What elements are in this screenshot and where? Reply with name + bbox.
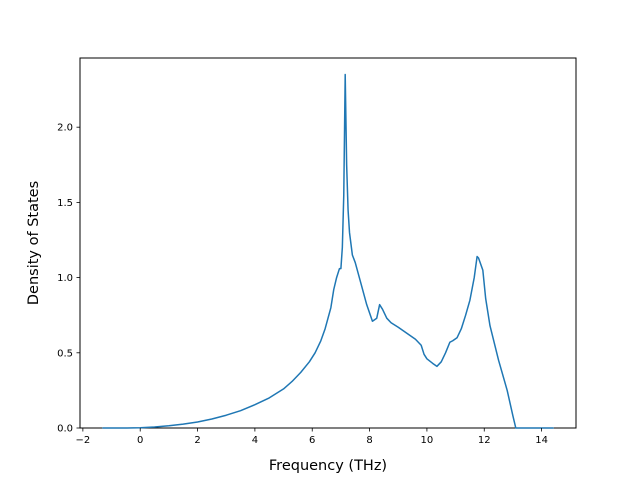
x-tick-label: 6 [309, 435, 315, 446]
y-axis-label: Density of States [26, 181, 42, 305]
y-tick-label: 1.0 [57, 273, 73, 284]
y-tick-label: 1.5 [57, 198, 73, 209]
x-tick-label: 8 [366, 435, 372, 446]
x-axis-label: Frequency (THz) [269, 458, 387, 474]
x-tick-label: 2 [194, 435, 200, 446]
x-tick-label: 4 [252, 435, 258, 446]
series-layer [102, 73, 554, 429]
x-tick-label: 14 [535, 435, 548, 446]
x-tick-label: −2 [75, 435, 90, 446]
y-tick-label: 2.0 [57, 123, 73, 134]
x-axis-ticks: −2 0 2 4 6 8 10 12 14 [75, 428, 548, 446]
dos-series-line [102, 73, 554, 429]
axes-frame [79, 57, 577, 429]
y-tick-label: 0.5 [57, 348, 73, 359]
y-tick-label: 0.0 [57, 424, 73, 435]
x-tick-label: 0 [137, 435, 143, 446]
x-tick-label: 10 [421, 435, 434, 446]
plot-area [79, 57, 577, 429]
y-axis-ticks: 0.0 0.5 1.0 1.5 2.0 [57, 123, 80, 435]
x-tick-label: 12 [478, 435, 491, 446]
